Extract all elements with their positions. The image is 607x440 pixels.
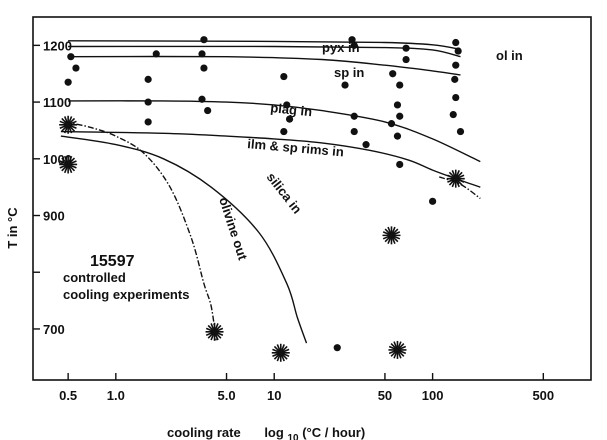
data-point [280,72,288,81]
annotation-line-2: cooling experiments [63,287,189,302]
data-point [72,64,80,72]
x-tick-label: 5.0 [217,388,235,403]
data-point [204,106,212,115]
annotation-line-1: controlled [63,270,126,285]
star-point [388,340,407,359]
data-point [341,81,349,89]
x-axis-title-log-sub: 10 [287,433,299,440]
data-point [198,95,206,103]
curve-label-2: sp in [334,65,364,80]
y-axis-title: T in °C [5,207,20,249]
data-point [200,64,208,72]
x-tick-label: 1.0 [107,388,125,403]
star-point [382,226,401,245]
x-axis: 0.5 1.0 5.0 10 50 100 500 [59,373,554,403]
curve-label-1: pyx in [322,40,360,55]
curve-2 [68,55,461,76]
data-point [200,36,208,44]
y-tick-label: 900 [43,209,65,224]
data-point [454,47,462,55]
curve-label-3: plag in [270,100,313,119]
plot-frame [32,16,592,381]
x-tick-label: 100 [422,388,444,403]
data-point [389,70,397,78]
data-point [144,98,152,106]
star-point [59,155,78,174]
data-point [333,344,341,352]
x-tick-label: 500 [532,388,554,403]
star-point [446,169,465,188]
data-point [350,112,358,120]
star-point [59,115,78,134]
curve-6 [60,135,308,344]
data-point [402,55,410,64]
x-tick-label: 50 [378,388,392,403]
x-axis-title: cooling rate log 10 (°C / hour) [167,425,365,440]
data-point [283,101,291,109]
curve-5 [438,176,481,200]
x-axis-title-prefix: cooling rate [167,425,241,440]
plot-border [32,16,592,381]
y-tick-label: 700 [43,322,65,337]
data-point [402,44,410,52]
data-points [59,36,465,362]
data-point [393,101,402,109]
data-point [452,38,460,47]
y-tick-label: 1200 [43,38,72,53]
data-point [452,61,460,69]
data-point [144,75,152,83]
data-point [362,141,370,149]
data-point [396,81,404,89]
x-axis-title-unit: (°C / hour) [302,425,365,440]
data-point [456,127,465,136]
data-point [285,115,294,123]
data-point [387,120,396,128]
star-point [271,343,290,362]
sample-id: 15597 [90,253,135,270]
data-point [67,53,75,61]
curve-7 [65,121,217,341]
x-axis-title-log: log [264,425,284,440]
curve-label-7: olivine out [216,195,251,262]
data-point [429,197,437,205]
data-point [64,78,72,86]
curve-label-0: ol in [496,48,523,63]
curve-label-4: ilm & sp rims in [247,136,345,159]
data-point [348,36,356,44]
curve-label-6: silica in [264,170,305,217]
data-point [198,50,206,58]
data-point [280,127,288,136]
data-point [449,110,457,119]
data-point [396,160,404,169]
curve-labels: ol in pyx in sp in plag in ilm & sp rims in s… [216,40,523,262]
curve-3 [68,100,481,163]
data-point [350,127,358,136]
data-point [396,112,404,120]
curve-1 [68,45,461,58]
x-tick-label: 10 [267,388,281,403]
x-tick-label: 0.5 [59,388,77,403]
data-point [452,93,460,102]
data-point [350,41,358,49]
curve-4 [60,130,481,188]
data-point [144,118,152,126]
data-point [393,132,402,140]
data-point [451,75,459,83]
star-point [205,322,224,341]
y-tick-label: 1100 [43,95,71,110]
data-point [152,50,160,58]
